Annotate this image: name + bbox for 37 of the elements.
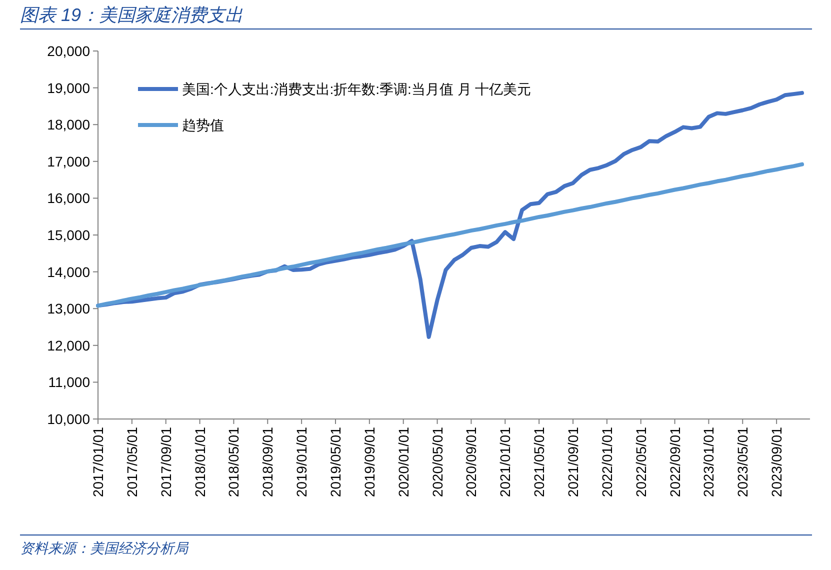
- legend-label: 美国:个人支出:消费支出:折年数:季调:当月值 月 十亿美元: [182, 81, 532, 97]
- x-tick-label: 2019/09/01: [361, 426, 378, 498]
- x-tick-label: 2018/09/01: [260, 426, 276, 498]
- y-tick-label: 18,000: [47, 116, 90, 133]
- x-tick-label: 2017/01/01: [90, 426, 106, 498]
- y-tick-label: 10,000: [47, 411, 90, 427]
- y-tick-label: 19,000: [47, 80, 90, 96]
- x-tick-label: 2023/01/01: [700, 426, 717, 498]
- x-tick-label: 2017/05/01: [124, 426, 140, 498]
- x-tick-label: 2022/05/01: [632, 426, 649, 498]
- y-tick-label: 16,000: [47, 190, 90, 206]
- y-tick-label: 17,000: [47, 153, 90, 170]
- y-tick-label: 12,000: [47, 337, 90, 354]
- x-tick-label: 2018/01/01: [192, 426, 208, 498]
- text: 资料来源：美国经济分析局: [20, 540, 189, 556]
- y-tick-label: 13,000: [47, 300, 90, 317]
- legend-label: 趋势值: [182, 117, 224, 133]
- x-tick-label: 2023/09/01: [768, 426, 785, 498]
- x-tick-label: 2017/09/01: [158, 426, 174, 498]
- x-tick-label: 2020/05/01: [429, 426, 446, 498]
- y-tick-label: 15,000: [47, 227, 90, 243]
- x-tick-label: 2020/01/01: [395, 426, 412, 498]
- chart-title: 图表 19：美国家庭消费支出: [20, 5, 244, 25]
- x-tick-label: 2018/05/01: [226, 426, 242, 498]
- x-tick-label: 2019/05/01: [327, 426, 344, 498]
- x-tick-label: 2019/01/01: [294, 426, 310, 498]
- x-tick-label: 2022/01/01: [598, 426, 615, 498]
- x-tick-label: 2021/05/01: [531, 426, 548, 498]
- x-tick-label: 2021/01/01: [497, 426, 514, 498]
- y-tick-label: 20,000: [47, 43, 90, 59]
- x-tick-label: 2022/09/01: [666, 426, 683, 498]
- y-tick-label: 11,000: [48, 374, 90, 390]
- y-tick-label: 14,000: [47, 264, 90, 280]
- line-series: [96, 162, 804, 308]
- x-tick-label: 2023/05/01: [734, 426, 751, 498]
- x-tick-label: 2020/09/01: [463, 426, 480, 498]
- x-tick-label: 2021/09/01: [564, 426, 581, 498]
